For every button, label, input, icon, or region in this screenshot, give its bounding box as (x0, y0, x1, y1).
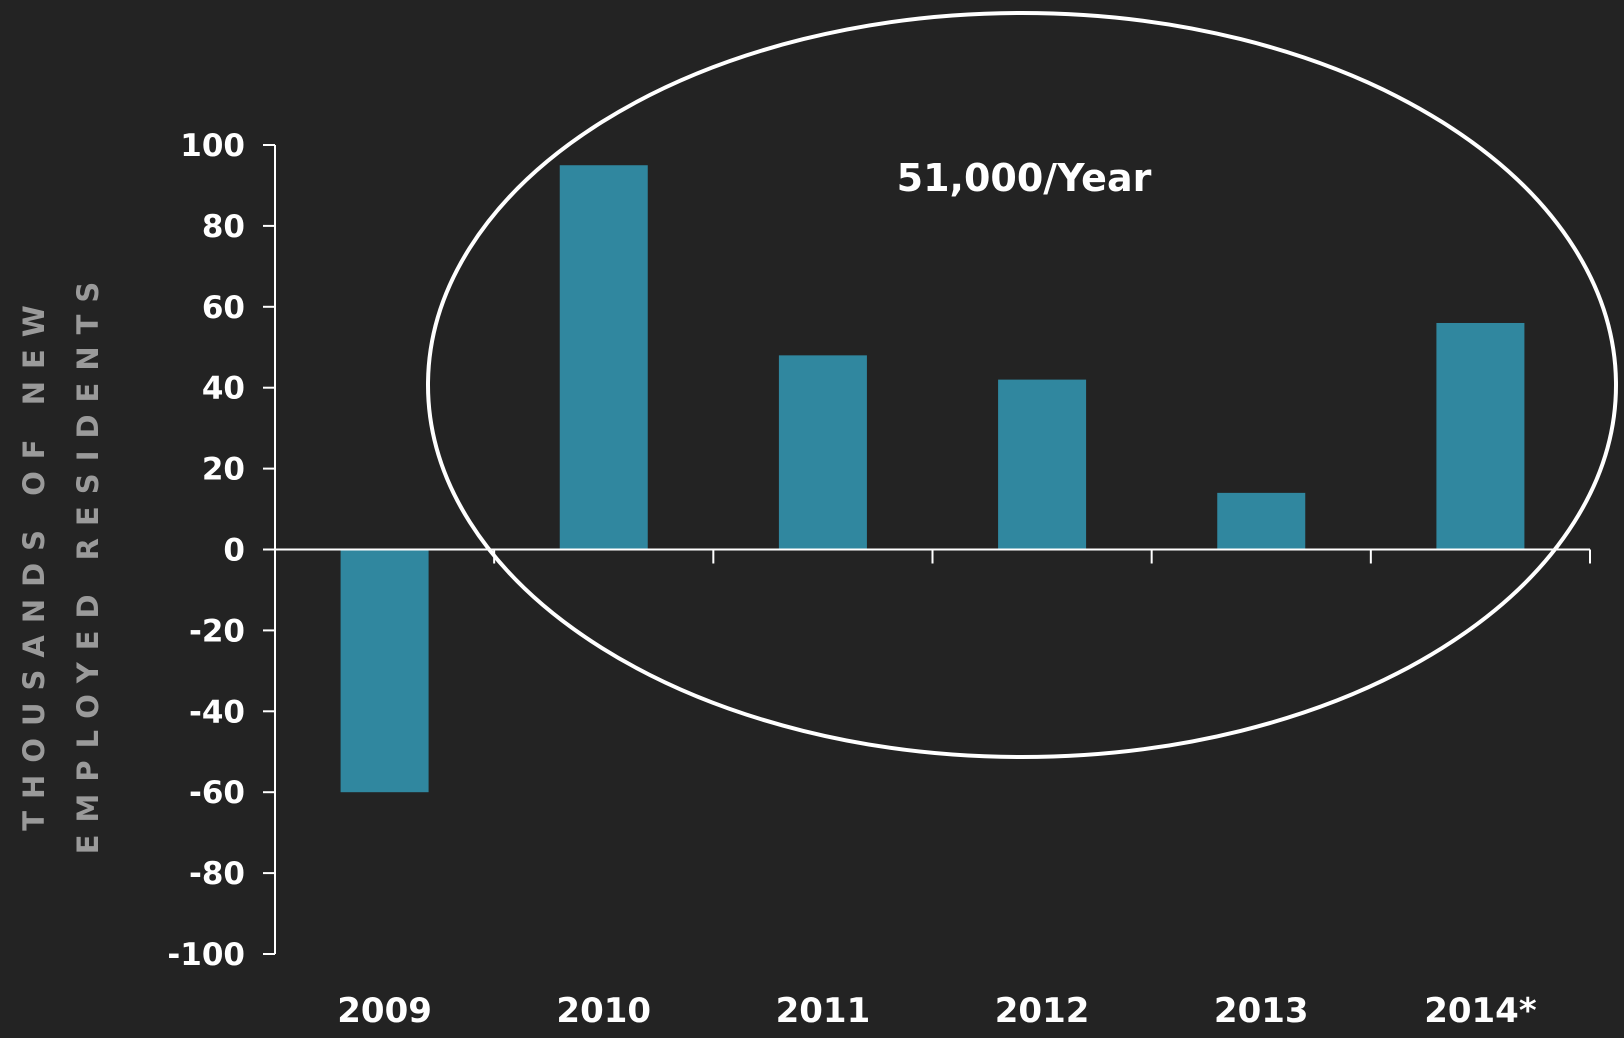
y-axis-label: THOUSANDS OF NEW EMPLOYED RESIDENTS (17, 270, 105, 855)
x-category-labels: 2009 2010 2011 2012 2013 2014* (337, 991, 1537, 1031)
y-tick-labels: 100 80 60 40 20 0 -20 -40 -60 -80 -100 (167, 128, 245, 973)
annotation-label: 51,000/Year (897, 156, 1152, 200)
y-tick-label: -60 (189, 775, 245, 811)
x-category-label: 2011 (776, 991, 871, 1031)
y-tick-label: -40 (189, 694, 245, 730)
bar-2014 (1436, 322, 1525, 550)
x-category-label: 2014* (1424, 991, 1537, 1031)
y-tick-label: 0 (223, 533, 245, 569)
y-axis-label-line-1: THOUSANDS OF NEW (17, 293, 51, 831)
x-category-label: 2010 (556, 991, 651, 1031)
y-tick-label: 80 (202, 209, 245, 245)
y-axis-label-line-2: EMPLOYED RESIDENTS (71, 270, 105, 855)
x-category-label: 2009 (337, 991, 432, 1031)
axes (263, 144, 1591, 955)
y-tick-label: 60 (202, 290, 245, 326)
bar-2013 (1217, 492, 1306, 550)
bars (340, 165, 1525, 793)
y-tick-label: -80 (189, 856, 245, 892)
y-tick-label: 100 (180, 128, 245, 164)
bar-2009 (340, 549, 429, 793)
y-tick-label: -20 (189, 613, 245, 649)
x-category-label: 2012 (995, 991, 1090, 1031)
bar-2010 (559, 165, 648, 550)
y-tick-label: 40 (202, 371, 245, 407)
bar-2011 (778, 355, 867, 550)
y-tick-label: -100 (167, 937, 245, 973)
bar-2012 (998, 379, 1087, 550)
highlight-ellipse (426, 11, 1618, 759)
x-category-label: 2013 (1214, 991, 1309, 1031)
y-tick-label: 20 (202, 452, 245, 488)
